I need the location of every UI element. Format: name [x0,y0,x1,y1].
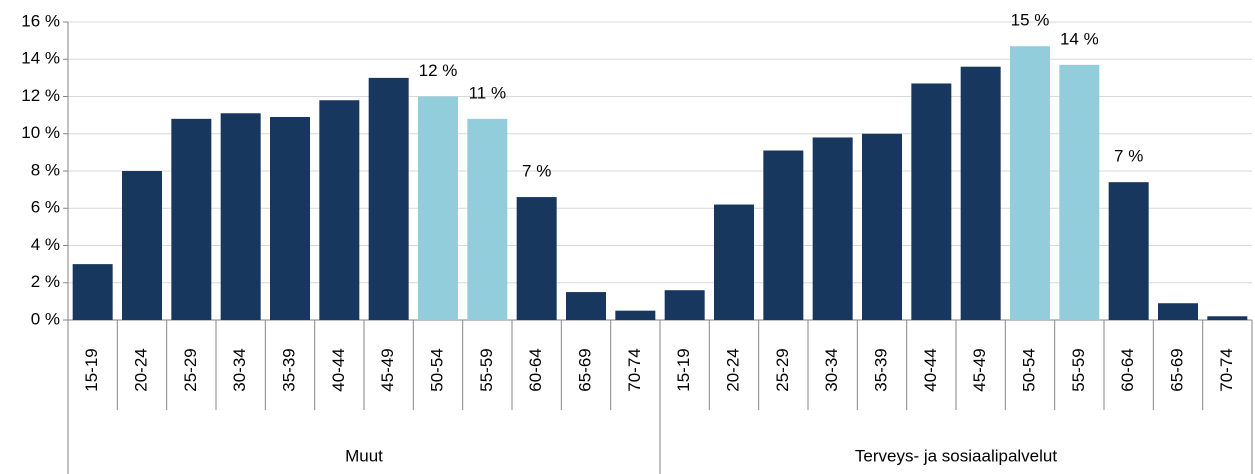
data-label: 14 % [1060,29,1099,48]
bar [171,118,212,320]
x-tick-label: 15-19 [82,348,101,391]
x-tick-label: 70-74 [625,348,644,391]
x-tick-label: 20-24 [723,348,742,391]
y-tick-label: 6 % [31,198,60,217]
y-tick-label: 14 % [21,49,60,68]
x-tick-label: 65-69 [575,348,594,391]
data-label: 11 % [469,83,507,102]
x-tick-label: 25-29 [773,348,792,391]
bar [1010,46,1050,321]
x-tick-label: 40-44 [329,348,348,391]
bar [1108,182,1149,320]
bar [368,77,409,320]
x-tick-label: 60-64 [1118,348,1137,391]
bar [516,197,557,320]
data-label: 7 % [1114,147,1143,166]
bar [714,204,754,320]
group-label: Terveys- ja sosiaalipalvelut [855,446,1057,465]
bar [1207,316,1248,320]
y-tick-label: 8 % [31,160,60,179]
y-tick-label: 2 % [31,272,60,291]
x-tick-label: 30-34 [822,348,841,391]
bar [1158,303,1198,320]
x-tick-label: 20-24 [131,348,150,391]
y-tick-label: 4 % [31,235,60,254]
x-tick-label: 15-19 [674,348,693,391]
data-label: 12 % [419,61,458,80]
bar [418,96,458,320]
x-tick-label: 70-74 [1217,348,1236,391]
bar [122,171,162,320]
bar [467,118,508,320]
x-tick-label: 25-29 [181,348,200,391]
x-tick-label: 50-54 [427,348,446,391]
x-tick-label: 45-49 [970,348,989,391]
x-tick-label: 45-49 [378,348,397,391]
bar [664,290,705,320]
x-tick-label: 65-69 [1167,348,1186,391]
bar [960,66,1001,320]
x-tick-label: 35-39 [871,348,890,391]
x-tick-label: 60-64 [526,348,545,391]
bar [763,150,804,320]
y-tick-label: 16 % [21,11,60,30]
y-tick-label: 12 % [21,86,60,105]
x-tick-label: 55-59 [477,348,496,391]
bar [566,292,606,320]
data-label: 15 % [1011,11,1050,30]
bar [812,137,853,320]
bar [862,133,902,320]
y-tick-label: 0 % [31,309,60,328]
bar [319,100,360,320]
bar [1059,64,1100,321]
bar [615,310,656,320]
data-label: 7 % [522,162,551,181]
x-tick-label: 55-59 [1069,348,1088,391]
bar [270,116,310,320]
x-tick-label: 35-39 [279,348,298,391]
group-label: Muut [345,446,383,465]
bar [911,83,952,321]
y-tick-label: 10 % [21,123,60,142]
x-tick-label: 40-44 [921,348,940,391]
bar [72,264,113,320]
x-tick-label: 50-54 [1019,348,1038,391]
x-tick-label: 30-34 [230,348,249,391]
bar [220,113,261,320]
